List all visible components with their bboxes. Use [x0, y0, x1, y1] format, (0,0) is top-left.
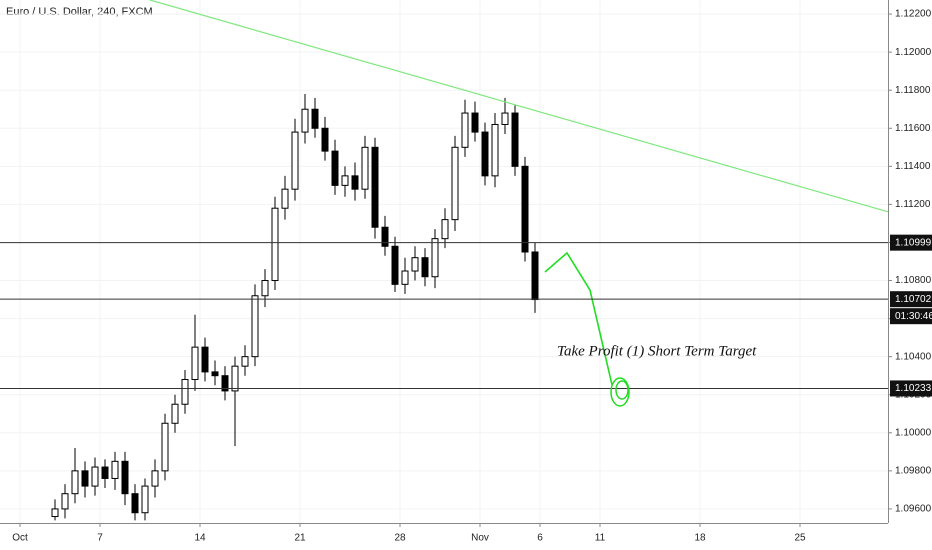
candle-body — [291, 131, 299, 190]
grid — [0, 0, 888, 523]
candle-body — [361, 146, 369, 190]
candle-body — [351, 175, 359, 190]
candle-body — [301, 108, 309, 133]
candle-body — [321, 127, 329, 152]
x-tick-label: 14 — [194, 533, 206, 544]
x-tick-label: 7 — [97, 533, 103, 544]
candle-body — [181, 378, 189, 405]
y-tick-label: 1.11800 — [895, 85, 931, 96]
candle-body — [511, 112, 519, 167]
candle-body — [261, 280, 269, 297]
y-tick-label: 1.09800 — [895, 465, 932, 476]
y-tick-label: 1.12200 — [895, 9, 932, 20]
candle-body — [411, 257, 419, 272]
candle-body — [521, 165, 529, 253]
candle-body — [111, 460, 119, 479]
x-tick-label: 21 — [294, 533, 306, 544]
candle-body — [331, 150, 339, 186]
candle-body — [131, 493, 139, 514]
candle-body — [191, 346, 199, 380]
candle-body — [281, 188, 289, 209]
candle-body — [311, 108, 319, 129]
candle-body — [471, 112, 479, 133]
candle-body — [391, 245, 399, 285]
y-tick-label: 1.10800 — [895, 275, 932, 286]
x-tick-label: 18 — [694, 533, 706, 544]
candle-body — [81, 470, 89, 487]
candle-body — [101, 466, 109, 479]
level-badge — [890, 380, 932, 397]
y-tick-label: 1.11200 — [895, 199, 931, 210]
candle-body — [381, 226, 389, 247]
candle-body — [451, 146, 459, 221]
x-tick-label: Nov — [471, 533, 489, 544]
countdown-badge — [890, 308, 932, 325]
candle-body — [501, 112, 509, 125]
candle-body — [481, 131, 489, 177]
x-tick-label: 11 — [595, 533, 606, 544]
x-tick-label: Oct — [12, 533, 28, 544]
chart-title: Euro / U.S. Dollar, 240, FXCM — [6, 6, 153, 18]
candle-body — [231, 365, 239, 392]
candle-body — [151, 470, 159, 487]
candle-body — [161, 422, 169, 472]
candle-body — [421, 257, 429, 278]
target-scribble — [615, 380, 629, 400]
candle-body — [51, 508, 59, 518]
y-tick-label: 1.10000 — [895, 427, 932, 438]
candle-body — [371, 146, 379, 228]
level-label: 1.10702 — [895, 294, 932, 305]
candle-body — [91, 466, 99, 487]
level-badge — [890, 234, 932, 251]
candle-body — [201, 346, 209, 373]
candle-body — [141, 485, 149, 514]
candle-body — [531, 251, 539, 301]
candle-body — [171, 403, 179, 424]
annotation: Take Profit (1) Short Term Target — [557, 343, 757, 359]
candle-body — [251, 295, 259, 358]
projection-path — [544, 251, 613, 386]
target-scribble — [610, 377, 630, 407]
level-badge — [890, 291, 932, 308]
level-label: 1.10233 — [895, 383, 932, 394]
y-tick-label: 1.11400 — [895, 161, 931, 172]
y-tick-label: 1.10400 — [895, 351, 932, 362]
y-tick-label: 1.12000 — [895, 47, 932, 58]
candle-body — [221, 375, 229, 392]
candle-body — [61, 493, 69, 510]
x-tick-label: 25 — [794, 533, 806, 544]
candle-body — [71, 470, 79, 495]
candle-body — [341, 175, 349, 186]
y-tick-label: 1.11600 — [895, 123, 931, 134]
candle-body — [121, 460, 129, 495]
candle-body — [491, 123, 499, 177]
marks — [0, 0, 889, 521]
candle-body — [271, 207, 279, 282]
y-tick-label: 1.09600 — [895, 504, 932, 515]
candle-body — [241, 356, 249, 367]
candle-body — [431, 238, 439, 278]
trendline — [149, 0, 889, 213]
candle-body — [461, 112, 469, 148]
candle-body — [441, 219, 449, 240]
level-label: 1.10999 — [895, 237, 932, 248]
x-tick-label: 6 — [537, 533, 543, 544]
x-tick-label: 28 — [394, 533, 406, 544]
candle-body — [211, 371, 219, 377]
axis: 1.096001.098001.100001.102001.104001.106… — [12, 9, 932, 544]
candle-body — [401, 270, 409, 285]
countdown: 01:30:46 — [895, 311, 932, 322]
